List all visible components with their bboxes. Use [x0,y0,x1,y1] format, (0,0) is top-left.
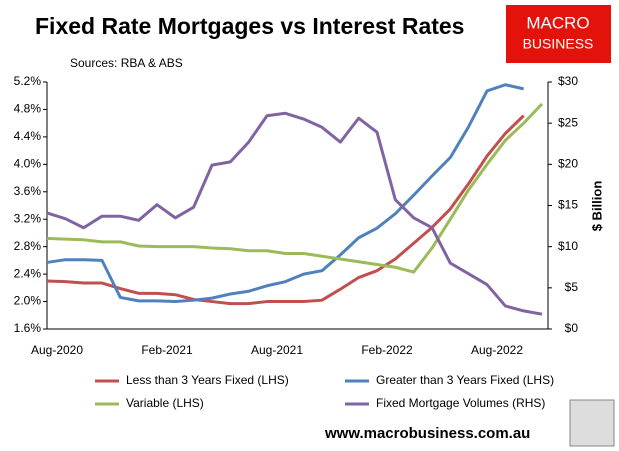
series-line [46,114,525,306]
y2-tick-label: $0 [565,321,579,335]
y2-tick-label: $30 [558,74,578,88]
y2-tick-label: $25 [558,115,578,129]
logo-text: BUSINESS [523,36,594,52]
legend-label: Fixed Mortgage Volumes (RHS) [376,396,545,410]
x-tick-label: Aug-2022 [471,343,523,357]
y-tick-label: 4.4% [14,129,42,143]
y-tick-label: 5.2% [14,74,42,88]
x-tick-label: Feb-2022 [361,343,413,357]
y-tick-label: 2.4% [14,266,42,280]
x-tick-label: Aug-2020 [31,343,83,357]
x-tick-label: Feb-2021 [141,343,193,357]
x-tick-label: Aug-2021 [251,343,303,357]
logo-text: MACRO [526,13,589,32]
y-tick-label: 4.0% [14,157,42,171]
y-tick-label: 4.8% [14,102,42,116]
y-tick-label: 3.6% [14,184,42,198]
y-tick-label: 2.8% [14,239,42,253]
footer: www.macrobusiness.com.au [324,425,530,442]
legend-label: Less than 3 Years Fixed (LHS) [126,373,289,387]
y-tick-label: 1.6% [14,321,42,335]
y2-tick-label: $5 [565,280,579,294]
chart-title: Fixed Rate Mortgages vs Interest Rates [35,13,464,39]
legend-label: Variable (LHS) [126,396,204,410]
chart-subtitle: Sources: RBA & ABS [70,56,183,70]
series-line [46,102,544,274]
logo-box [506,5,611,63]
series-line [46,83,524,304]
y2-axis-label: $ Billion [589,181,604,232]
y-tick-label: 3.2% [14,211,42,225]
series-line [46,111,543,316]
legend-label: Greater than 3 Years Fixed (LHS) [376,373,554,387]
wolf-icon [569,399,615,447]
y-tick-label: 2.0% [14,294,42,308]
y2-tick-label: $20 [558,157,578,171]
y2-tick-label: $10 [558,239,578,253]
y2-tick-label: $15 [558,198,578,212]
